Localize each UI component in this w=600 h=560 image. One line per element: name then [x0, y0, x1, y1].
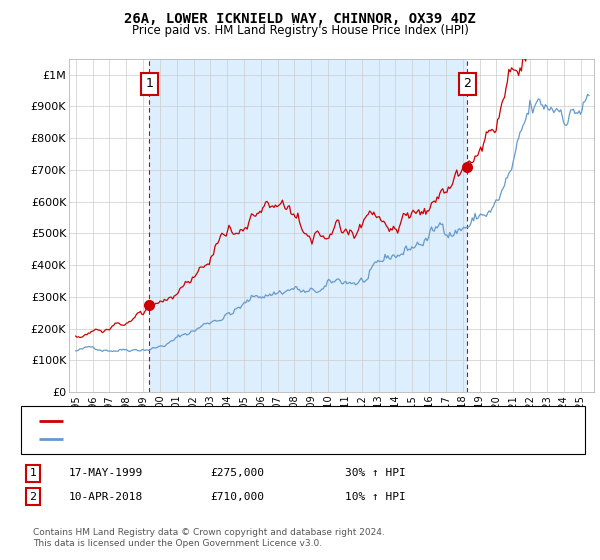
Bar — [149, 59, 467, 392]
Text: 1: 1 — [29, 468, 37, 478]
Text: 17-MAY-1999: 17-MAY-1999 — [69, 468, 143, 478]
Text: Price paid vs. HM Land Registry's House Price Index (HPI): Price paid vs. HM Land Registry's House … — [131, 24, 469, 36]
Text: 26A, LOWER ICKNIELD WAY, CHINNOR, OX39 4DZ (detached house): 26A, LOWER ICKNIELD WAY, CHINNOR, OX39 4… — [69, 416, 421, 426]
Text: 1: 1 — [145, 77, 154, 90]
Text: 26A, LOWER ICKNIELD WAY, CHINNOR, OX39 4DZ: 26A, LOWER ICKNIELD WAY, CHINNOR, OX39 4… — [124, 12, 476, 26]
Text: 2: 2 — [463, 77, 471, 90]
Text: 10% ↑ HPI: 10% ↑ HPI — [345, 492, 406, 502]
Text: £710,000: £710,000 — [210, 492, 264, 502]
Text: 2: 2 — [29, 492, 37, 502]
Text: 10-APR-2018: 10-APR-2018 — [69, 492, 143, 502]
Text: £275,000: £275,000 — [210, 468, 264, 478]
Text: 30% ↑ HPI: 30% ↑ HPI — [345, 468, 406, 478]
Text: HPI: Average price, detached house, South Oxfordshire: HPI: Average price, detached house, Sout… — [69, 434, 356, 444]
Text: Contains HM Land Registry data © Crown copyright and database right 2024.
This d: Contains HM Land Registry data © Crown c… — [33, 528, 385, 548]
